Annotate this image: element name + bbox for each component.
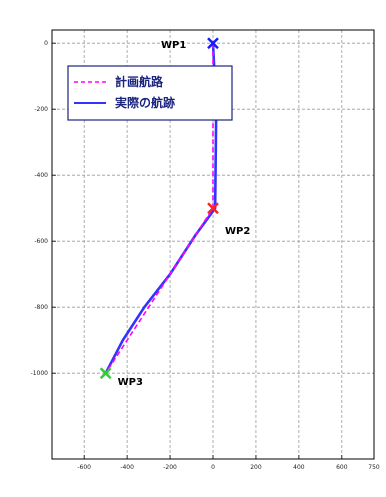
y-tick-label: -200: [34, 106, 48, 113]
legend-label-planned: 計画航路: [115, 74, 164, 89]
x-tick-label: 200: [250, 464, 262, 471]
legend: 計画航路 実際の航跡: [67, 65, 233, 121]
legend-box: [67, 65, 233, 121]
x-tick-label: 600: [336, 464, 348, 471]
x-tick-label: -600: [77, 464, 91, 471]
y-tick-label: 0: [44, 40, 48, 47]
x-tick-label: -400: [120, 464, 134, 471]
y-tick-label: -800: [34, 304, 48, 311]
waypoint-label: WP3: [118, 377, 143, 388]
waypoints-layer: WP1 WP2 WP3: [99, 37, 250, 388]
x-tick-label: 400: [293, 464, 305, 471]
y-tick-label: -600: [34, 238, 48, 245]
y-tick-label: -400: [34, 172, 48, 179]
legend-label-actual: 実際の航跡: [115, 95, 175, 110]
y-tick-label: -1000: [31, 370, 49, 377]
waypoint-marker: [207, 37, 219, 50]
waypoint-marker: [99, 367, 112, 380]
waypoint-marker: [207, 202, 219, 215]
x-tick-label: -200: [163, 464, 177, 471]
x-tick-label: 750: [368, 464, 380, 471]
ticks: -600 -400 -200 0 200 400 600 750 0 -200 -400 -600 -8…: [31, 40, 380, 471]
waypoint-label: WP2: [225, 226, 250, 237]
x-tick-label: 0: [211, 464, 215, 471]
waypoint-label: WP1: [161, 40, 186, 51]
